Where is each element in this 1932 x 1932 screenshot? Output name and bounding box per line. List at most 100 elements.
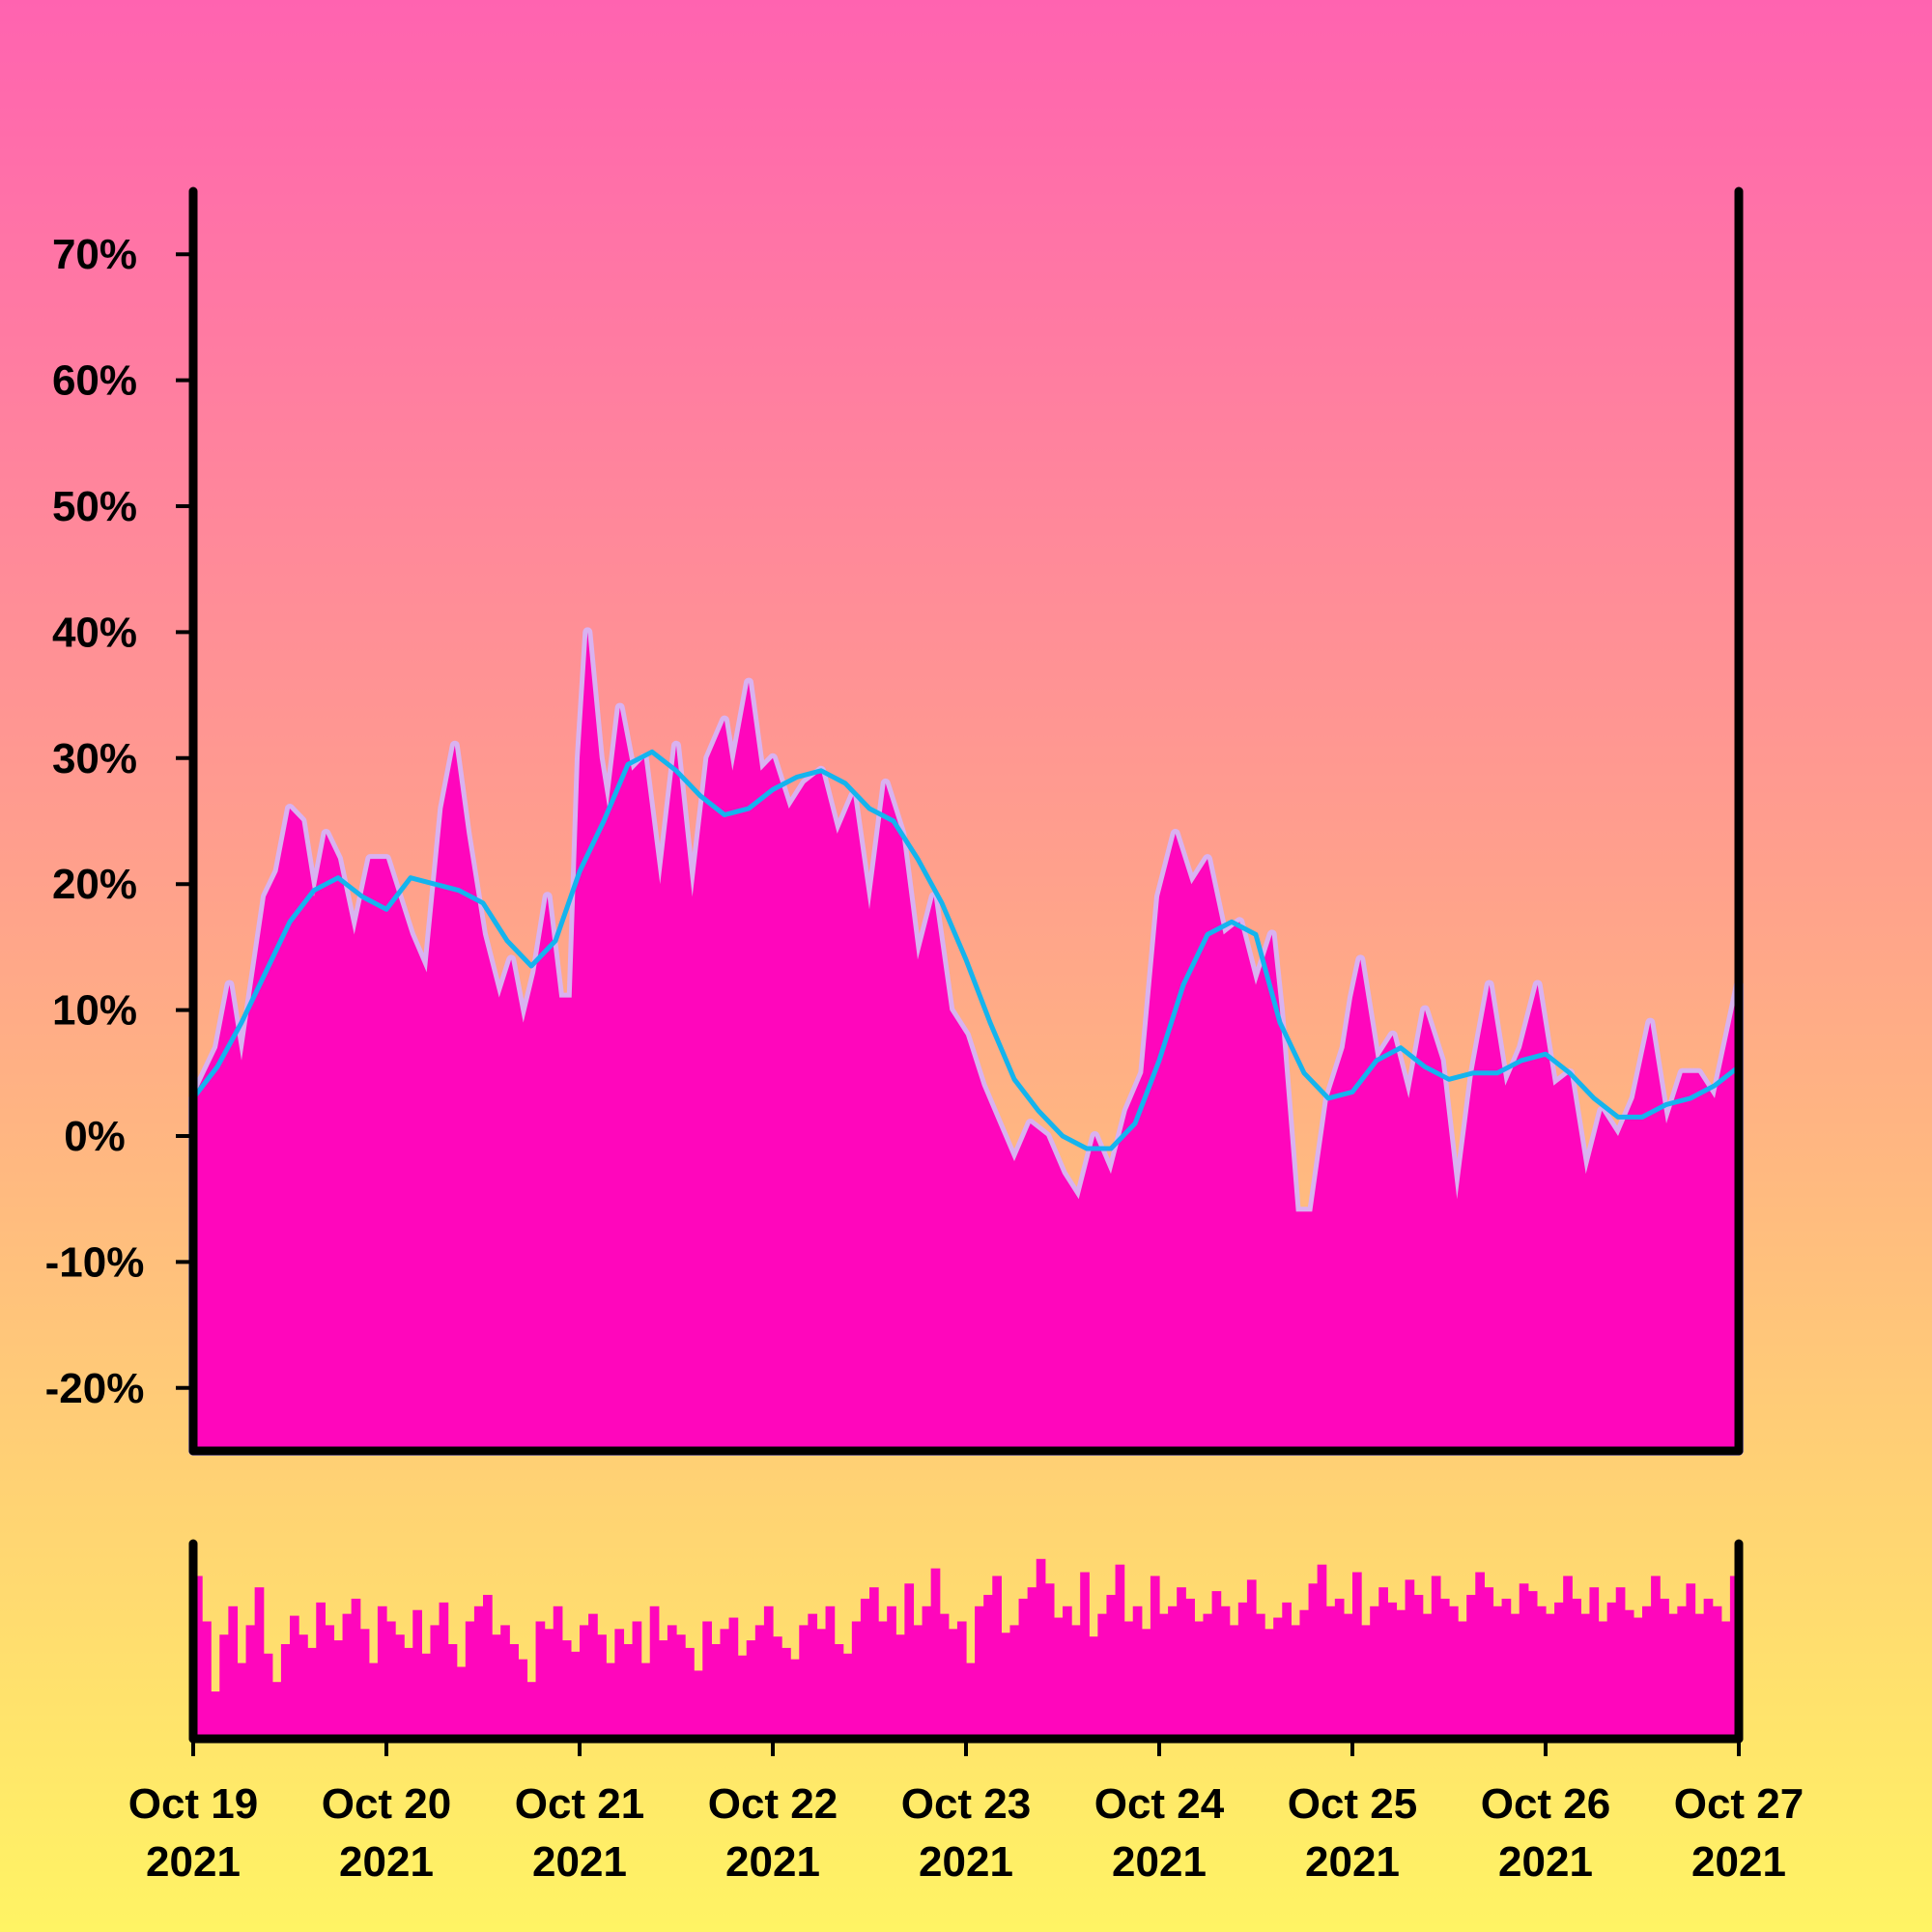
volume-bar <box>799 1625 809 1739</box>
volume-bar <box>737 1655 748 1739</box>
volume-bar <box>500 1625 510 1739</box>
x-tick-label-date: Oct 19 <box>128 1780 259 1828</box>
y-tick-label: 30% <box>52 735 137 782</box>
volume-bar <box>1712 1605 1722 1739</box>
volume-bar <box>412 1609 422 1739</box>
volume-bar <box>1484 1587 1494 1739</box>
volume-bar <box>1572 1598 1581 1739</box>
volume-bar <box>1334 1598 1345 1739</box>
volume-bar <box>1325 1605 1336 1739</box>
moving-average-line <box>190 749 1742 1151</box>
volume-bar <box>1606 1602 1617 1739</box>
volume-bar <box>667 1625 677 1739</box>
x-tick-label-year: 2021 <box>919 1838 1013 1886</box>
volume-bar <box>421 1653 432 1739</box>
volume-bar <box>1387 1602 1398 1739</box>
volume-bar <box>342 1613 353 1739</box>
volume-bar <box>1044 1583 1055 1739</box>
volume-bar <box>1009 1625 1020 1739</box>
volume-bar <box>1720 1621 1731 1739</box>
volume-bar <box>1123 1621 1134 1739</box>
volume-bar <box>746 1640 756 1739</box>
volume-bar <box>1168 1605 1178 1739</box>
volume-bar <box>254 1587 265 1739</box>
volume-bar <box>939 1613 950 1739</box>
x-axis-ticks <box>191 1739 1741 1756</box>
volume-bar <box>1203 1613 1213 1739</box>
volume-bar <box>1563 1576 1573 1739</box>
y-tick-label: -10% <box>45 1238 145 1286</box>
volume-bar <box>632 1621 642 1739</box>
volume-bar <box>1536 1605 1547 1739</box>
volume-bar <box>1624 1609 1634 1739</box>
x-axis-tick-labels: Oct 19 2021 Oct 20 2021 Oct 21 2021 Oct 22 2021… <box>128 1780 1804 1886</box>
volume-bar <box>685 1647 695 1739</box>
volume-bar <box>580 1625 589 1739</box>
volume-bar <box>544 1629 554 1739</box>
volume-bar <box>1686 1583 1696 1739</box>
x-tick-label-year: 2021 <box>1691 1838 1786 1886</box>
x-tick-label-year: 2021 <box>532 1838 627 1886</box>
volume-bar <box>614 1629 625 1739</box>
volume-bar <box>386 1621 396 1739</box>
volume-bar <box>1694 1613 1705 1739</box>
y-tick-label: 10% <box>52 987 137 1035</box>
volume-bar <box>623 1644 634 1739</box>
volume-bar <box>1554 1602 1564 1739</box>
volume-bar <box>1439 1598 1450 1739</box>
volume-bar <box>290 1615 299 1739</box>
volume-bar <box>1211 1591 1222 1739</box>
volume-bar <box>1308 1583 1319 1739</box>
volume-bar <box>1264 1629 1274 1739</box>
volume-bar <box>237 1662 247 1739</box>
volume-bar <box>211 1691 220 1739</box>
x-tick-label-year: 2021 <box>339 1838 434 1886</box>
y-tick-label: 70% <box>52 231 137 278</box>
x-tick-label-year: 2021 <box>1305 1838 1400 1886</box>
x-tick-label-year: 2021 <box>1498 1838 1593 1886</box>
volume-bar <box>1018 1598 1029 1739</box>
volume-bar <box>825 1605 836 1739</box>
volume-bar <box>492 1634 501 1739</box>
volume-bar <box>904 1583 915 1739</box>
volume-bar <box>1185 1598 1195 1739</box>
volume-bar <box>1615 1587 1626 1739</box>
volume-bar <box>711 1644 722 1739</box>
volume-bar <box>1405 1579 1415 1739</box>
volume-bar <box>640 1662 651 1739</box>
volume-bar <box>1413 1595 1424 1739</box>
volume-bar <box>465 1621 475 1739</box>
y-tick-label: 50% <box>52 483 137 530</box>
volume-bar <box>404 1647 413 1739</box>
volume-bar <box>509 1644 519 1739</box>
volume-bar <box>966 1662 976 1739</box>
volume-bar <box>1053 1617 1064 1739</box>
y-tick-label: 60% <box>52 357 137 405</box>
volume-bar <box>483 1595 493 1739</box>
volume-bar <box>280 1644 291 1739</box>
volume-bar <box>1396 1609 1406 1739</box>
volume-bar <box>1449 1605 1459 1739</box>
volume-bar <box>245 1625 256 1739</box>
volume-bar <box>1458 1621 1467 1739</box>
volume-bar <box>1466 1595 1476 1739</box>
volume-bar <box>1660 1598 1669 1739</box>
volume-bar <box>1343 1613 1353 1739</box>
volume-bar <box>1115 1564 1125 1739</box>
volume-bar <box>325 1625 335 1739</box>
volume-bar <box>202 1621 212 1739</box>
volume-bar <box>676 1634 686 1739</box>
volume-bar <box>1317 1564 1327 1739</box>
x-tick-label-date: Oct 25 <box>1288 1780 1418 1828</box>
volume-bar <box>1633 1617 1643 1739</box>
volume-bar <box>377 1605 387 1739</box>
volume-bar <box>975 1605 984 1739</box>
volume-bar <box>439 1602 449 1739</box>
volume-bar <box>983 1595 993 1739</box>
volume-bar <box>869 1587 879 1739</box>
volume-bar <box>1378 1587 1388 1739</box>
volume-bar <box>1071 1625 1081 1739</box>
volume-bar <box>887 1605 896 1739</box>
volume-bar <box>316 1602 326 1739</box>
